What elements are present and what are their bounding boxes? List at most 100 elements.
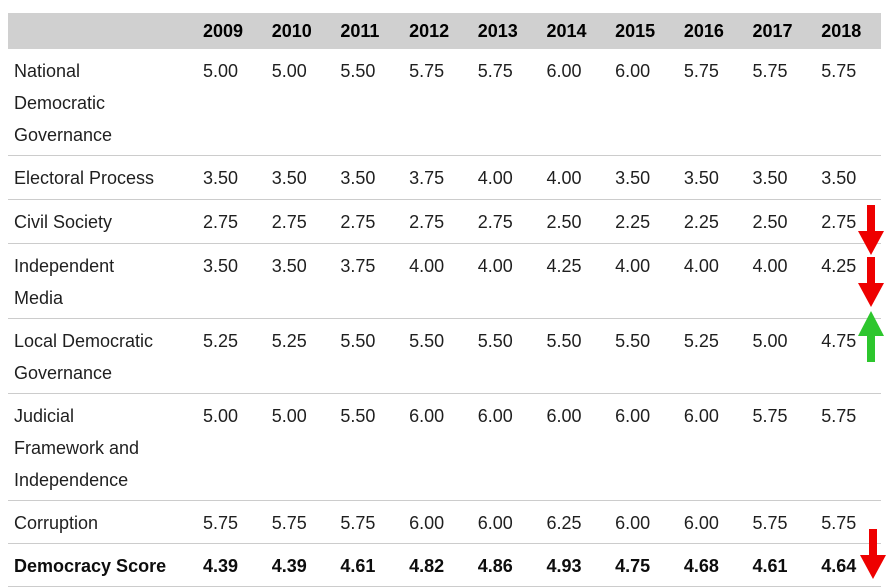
score-cell: 5.75 [400, 49, 469, 156]
score-cell: 6.00 [606, 393, 675, 501]
score-cell: 2.75 [262, 199, 332, 244]
score-cell: 4.39 [194, 543, 263, 587]
score-cell: 5.00 [262, 49, 332, 156]
score-cell: 2.50 [537, 199, 607, 244]
table-row-electoral-process: Electoral Process 3.50 3.50 3.50 3.75 4.… [8, 155, 881, 200]
header-year-2018: 2018 [812, 13, 881, 49]
score-cell: 3.50 [194, 155, 263, 200]
arrow-stem [867, 205, 875, 231]
score-cell: 4.00 [606, 243, 675, 319]
score-cell: 5.25 [674, 318, 744, 394]
score-cell: 5.75 [812, 49, 881, 156]
score-cell: 5.75 [743, 500, 813, 544]
score-cell: 5.75 [743, 49, 813, 156]
score-cell: 5.75 [743, 393, 813, 501]
score-cell: 4.00 [400, 243, 469, 319]
score-cell: 4.68 [674, 543, 744, 587]
header-row: 2009 2010 2011 2012 2013 2014 2015 2016 … [8, 13, 881, 49]
row-label: Independent Media [8, 243, 194, 319]
score-cell: 2.75 [400, 199, 469, 244]
score-cell: 4.00 [537, 155, 607, 200]
header-year-2016: 2016 [674, 13, 744, 49]
header-year-2013: 2013 [468, 13, 538, 49]
header-year-2015: 2015 [606, 13, 675, 49]
arrow-head [858, 231, 884, 255]
score-cell: 4.00 [743, 243, 813, 319]
score-cell: 2.50 [743, 199, 813, 244]
trend-down-icon-civil-society [858, 205, 884, 255]
score-cell: 5.50 [331, 49, 401, 156]
row-label: National Democratic Governance [8, 49, 194, 156]
score-cell: 6.25 [537, 500, 607, 544]
header-year-2010: 2010 [262, 13, 332, 49]
score-cell: 5.75 [468, 49, 538, 156]
row-label: Civil Society [8, 199, 194, 244]
score-cell: 5.50 [537, 318, 607, 394]
score-cell: 6.00 [537, 393, 607, 501]
row-label: Corruption [8, 500, 194, 544]
table-body: National Democratic Governance 5.00 5.00… [8, 49, 881, 587]
trend-down-icon-democracy-score [860, 529, 886, 579]
score-cell: 6.00 [400, 500, 469, 544]
score-cell: 4.39 [262, 543, 332, 587]
score-cell: 5.75 [674, 49, 744, 156]
table-row-democracy-score: Democracy Score 4.39 4.39 4.61 4.82 4.86… [8, 543, 881, 587]
arrow-stem [867, 257, 875, 283]
score-cell: 4.25 [537, 243, 607, 319]
score-cell: 4.00 [468, 155, 538, 200]
score-cell: 5.75 [262, 500, 332, 544]
score-cell: 4.82 [400, 543, 469, 587]
score-cell: 5.50 [400, 318, 469, 394]
table-row-independent-media: Independent Media 3.50 3.50 3.75 4.00 4.… [8, 243, 881, 319]
score-cell: 4.00 [674, 243, 744, 319]
score-cell: 6.00 [674, 500, 744, 544]
score-cell: 6.00 [468, 393, 538, 501]
score-cell: 4.75 [606, 543, 675, 587]
score-cell: 6.00 [537, 49, 607, 156]
score-cell: 5.00 [194, 49, 263, 156]
score-cell: 6.00 [606, 49, 675, 156]
table-row-judicial-framework: Judicial Framework and Independence 5.00… [8, 393, 881, 501]
score-cell: 5.00 [262, 393, 332, 501]
score-cell: 3.50 [812, 155, 881, 200]
score-cell: 3.50 [674, 155, 744, 200]
score-cell: 3.50 [743, 155, 813, 200]
row-label: Electoral Process [8, 155, 194, 200]
header-corner-cell [8, 13, 194, 49]
score-cell: 6.00 [468, 500, 538, 544]
score-cell: 4.86 [468, 543, 538, 587]
row-label: Judicial Framework and Independence [8, 393, 194, 501]
arrow-stem [869, 529, 877, 555]
score-cell: 4.93 [537, 543, 607, 587]
score-cell: 3.50 [331, 155, 401, 200]
header-year-2014: 2014 [537, 13, 607, 49]
table-row-civil-society: Civil Society 2.75 2.75 2.75 2.75 2.75 2… [8, 199, 881, 244]
score-cell: 2.25 [606, 199, 675, 244]
score-cell: 5.25 [262, 318, 332, 394]
score-cell: 3.50 [262, 155, 332, 200]
header-year-2012: 2012 [400, 13, 469, 49]
header-year-2009: 2009 [194, 13, 263, 49]
score-cell: 5.25 [194, 318, 263, 394]
header-year-2017: 2017 [743, 13, 813, 49]
score-cell: 3.50 [262, 243, 332, 319]
table-header: 2009 2010 2011 2012 2013 2014 2015 2016 … [8, 13, 881, 49]
score-cell: 2.75 [468, 199, 538, 244]
score-cell: 5.50 [606, 318, 675, 394]
arrow-head [858, 311, 884, 336]
score-cell: 4.61 [743, 543, 813, 587]
arrow-head [860, 555, 886, 579]
score-cell: 6.00 [674, 393, 744, 501]
score-cell: 5.00 [743, 318, 813, 394]
table-row-local-democratic-governance: Local Democratic Governance 5.25 5.25 5.… [8, 318, 881, 394]
score-cell: 6.00 [606, 500, 675, 544]
trend-down-icon-independent-media [858, 257, 884, 307]
header-year-2011: 2011 [331, 13, 401, 49]
arrow-head [858, 283, 884, 307]
row-label: Local Democratic Governance [8, 318, 194, 394]
score-cell: 3.75 [400, 155, 469, 200]
score-cell: 3.50 [194, 243, 263, 319]
trend-up-icon-local-democratic-governance [858, 311, 884, 362]
score-cell: 2.75 [194, 199, 263, 244]
